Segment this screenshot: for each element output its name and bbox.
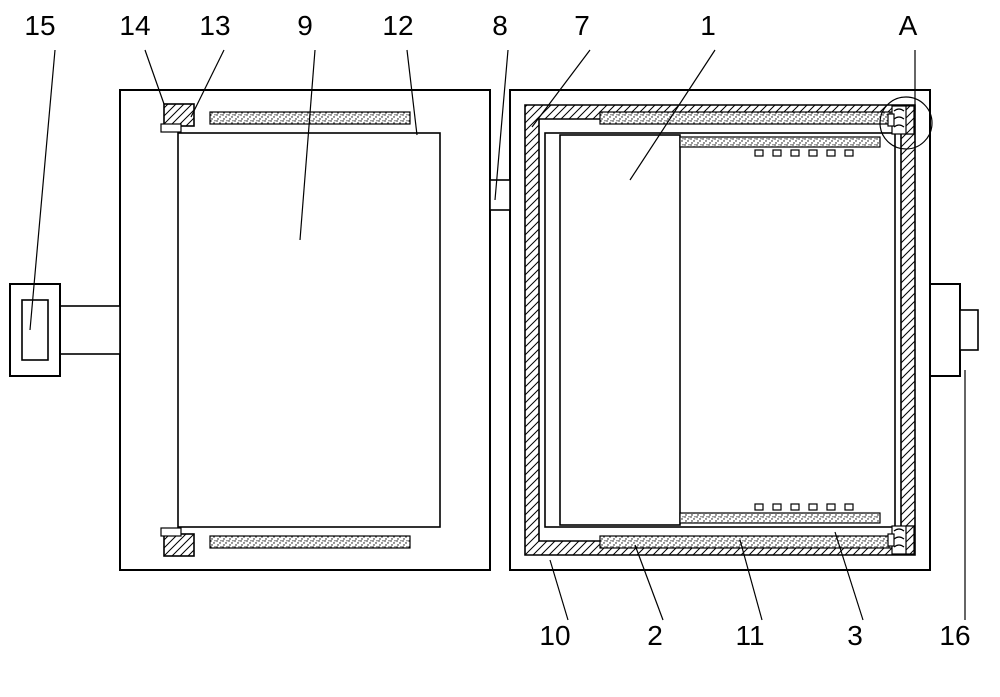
leader-L14	[145, 50, 164, 104]
tick-1-5	[845, 504, 853, 510]
handle-knob-right	[960, 310, 978, 350]
leader-L13	[191, 50, 224, 117]
label-1: 1	[700, 10, 716, 41]
leader-L8	[495, 50, 508, 200]
spring-top-stopper	[888, 114, 894, 126]
corner-block-13-0	[164, 104, 194, 126]
speckle-bar-right-inner-1	[680, 513, 880, 523]
leader-L9	[300, 50, 315, 240]
speckle-bar-right-inner-0	[680, 137, 880, 147]
tick-0-3	[809, 150, 817, 156]
tick-1-3	[809, 504, 817, 510]
tick-0-5	[845, 150, 853, 156]
tick-1-2	[791, 504, 799, 510]
spring-top-hatched	[906, 106, 914, 134]
spring-bot-stopper	[888, 534, 894, 546]
label-9: 9	[297, 10, 313, 41]
label-16: 16	[939, 620, 970, 651]
tick-1-4	[827, 504, 835, 510]
notch-14-0	[161, 124, 181, 132]
label-10: 10	[539, 620, 570, 651]
label-15: 15	[24, 10, 55, 41]
panel-1	[560, 135, 680, 525]
speckle-bar-left-1	[210, 536, 410, 548]
label-2: 2	[647, 620, 663, 651]
corner-block-13-1	[164, 534, 194, 556]
speckle-bar-right-outer-0	[600, 112, 895, 124]
spring-bot-hatched	[906, 526, 914, 554]
tick-1-1	[773, 504, 781, 510]
leader-L2	[635, 545, 663, 620]
notch-14-1	[161, 528, 181, 536]
hinge-8	[490, 180, 510, 210]
label-A: A	[899, 10, 918, 41]
shapes-layer	[10, 90, 978, 570]
label-7: 7	[574, 10, 590, 41]
label-8: 8	[492, 10, 508, 41]
tick-1-0	[755, 504, 763, 510]
speckle-bar-right-outer-1	[600, 536, 895, 548]
technical-diagram: 15 14 13 9 12 8 7 1 A 10 2 11 3 16	[0, 0, 1000, 697]
handle-inner-left	[22, 300, 48, 360]
label-3: 3	[847, 620, 863, 651]
tick-0-4	[827, 150, 835, 156]
left-box	[120, 90, 490, 570]
handle-plate-right	[930, 284, 960, 376]
handle-shaft-left	[60, 306, 120, 354]
label-12: 12	[382, 10, 413, 41]
left-inner-frame	[178, 133, 440, 527]
label-14: 14	[119, 10, 150, 41]
tick-0-2	[791, 150, 799, 156]
tick-0-1	[773, 150, 781, 156]
label-13: 13	[199, 10, 230, 41]
tick-0-0	[755, 150, 763, 156]
label-11: 11	[735, 620, 764, 651]
